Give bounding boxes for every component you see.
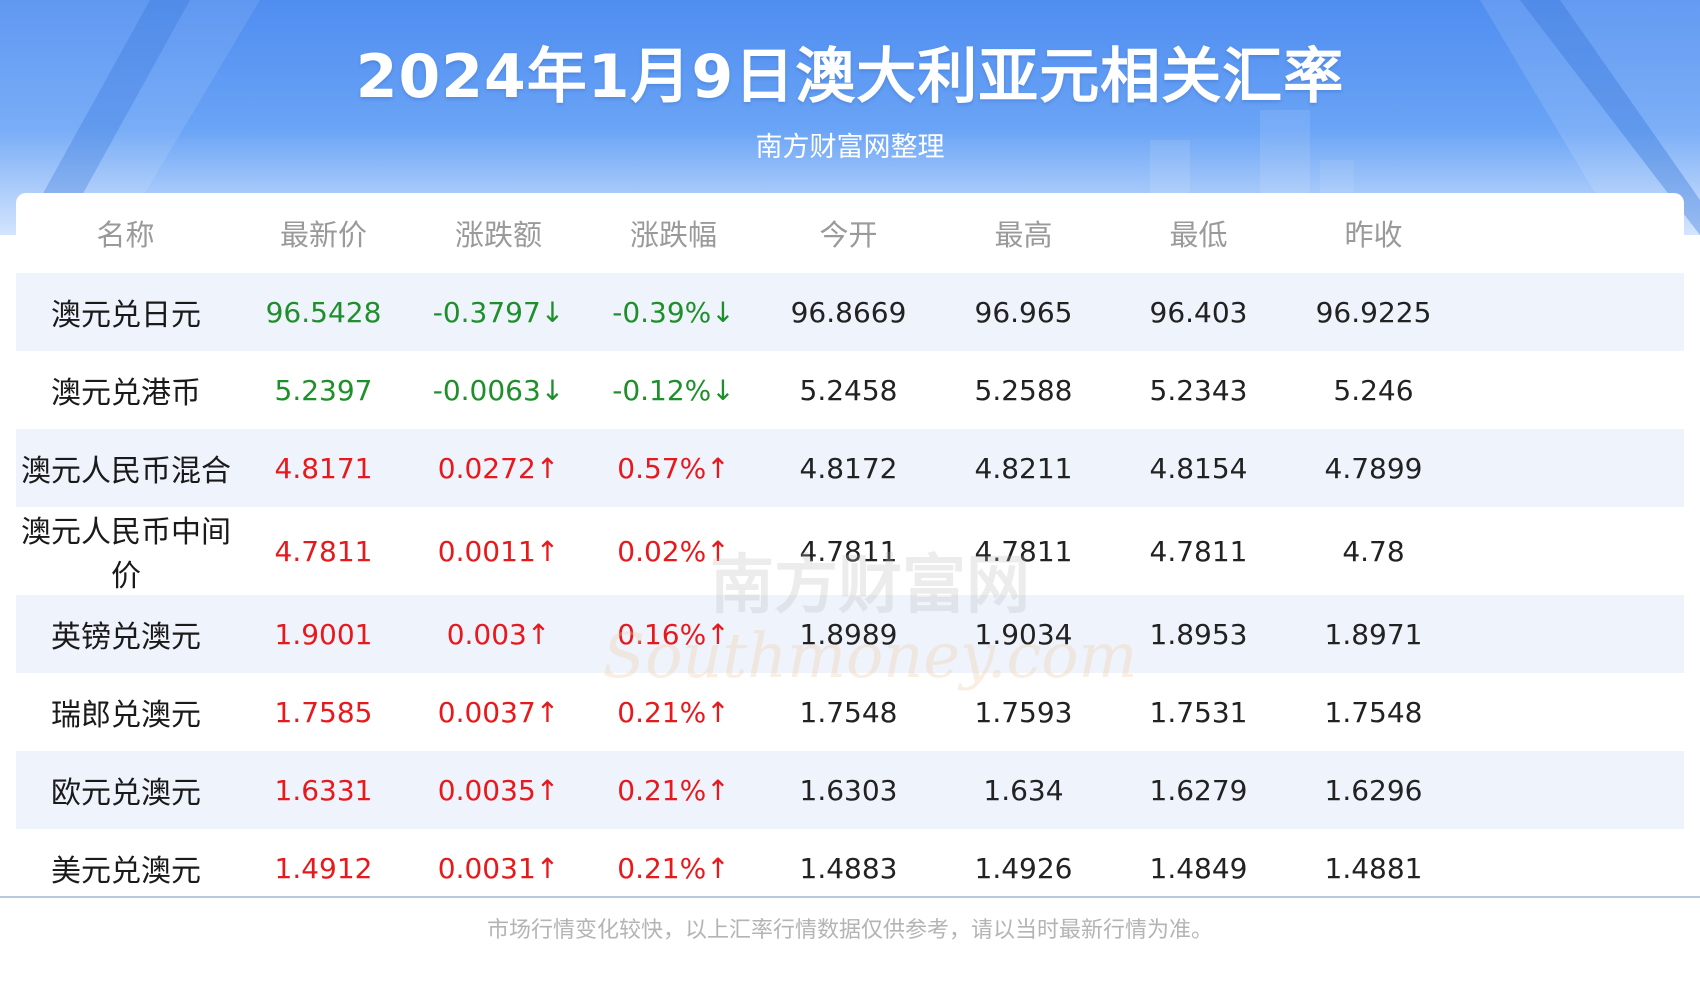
row-prev: 1.7548 bbox=[1286, 673, 1461, 751]
row-change: 0.0031↑ bbox=[411, 829, 586, 907]
col-spacer bbox=[1461, 193, 1684, 273]
col-header-low: 最低 bbox=[1169, 218, 1228, 252]
row-open: 4.8172 bbox=[761, 429, 936, 507]
row-low: 1.8953 bbox=[1111, 595, 1286, 673]
row-latest: 4.8171 bbox=[236, 429, 411, 507]
col-header-latest: 最新价 bbox=[279, 218, 367, 252]
row-open: 4.7811 bbox=[761, 507, 936, 595]
row-prev: 5.246 bbox=[1286, 351, 1461, 429]
row-pct: 0.21%↑ bbox=[586, 829, 761, 907]
row-change: 0.0272↑ bbox=[411, 429, 586, 507]
row-spacer bbox=[1461, 351, 1684, 429]
row-low: 1.6279 bbox=[1111, 751, 1286, 829]
row-prev: 1.6296 bbox=[1286, 751, 1461, 829]
row-open: 1.8989 bbox=[761, 595, 936, 673]
row-change: 0.003↑ bbox=[411, 595, 586, 673]
table-row: 澳元兑日元 96.5428 -0.3797↓ -0.39%↓ 96.8669 96.965… bbox=[16, 273, 1684, 351]
row-open: 1.6303 bbox=[761, 751, 936, 829]
row-name: 英镑兑澳元 bbox=[16, 595, 236, 673]
row-name: 澳元兑港币 bbox=[16, 351, 236, 429]
row-change: 0.0011↑ bbox=[411, 507, 586, 595]
col-header-prev: 昨收 bbox=[1344, 218, 1403, 252]
row-change: -0.0063↓ bbox=[411, 351, 586, 429]
row-latest: 1.9001 bbox=[236, 595, 411, 673]
row-spacer bbox=[1461, 429, 1684, 507]
row-latest: 1.4912 bbox=[236, 829, 411, 907]
table-row: 澳元人民币中间价 4.7811 0.0011↑ 0.02%↑ 4.7811 4.7811 4… bbox=[16, 507, 1684, 595]
row-low: 1.4849 bbox=[1111, 829, 1286, 907]
row-prev: 96.9225 bbox=[1286, 273, 1461, 351]
row-spacer bbox=[1461, 673, 1684, 751]
row-high: 1.634 bbox=[936, 751, 1111, 829]
row-low: 5.2343 bbox=[1111, 351, 1286, 429]
rates-card: 名称 最新价 涨跌额 涨跌幅 今开 最高 最低 昨收 澳元兑日元 96.5428-… bbox=[16, 193, 1684, 907]
row-open: 1.4883 bbox=[761, 829, 936, 907]
disclaimer-footnote: 市场行情变化较快，以上汇率行情数据仅供参考，请以当时最新行情为准。 bbox=[486, 918, 1213, 943]
row-high: 4.8211 bbox=[936, 429, 1111, 507]
row-name: 澳元人民币混合 bbox=[16, 429, 236, 507]
row-spacer bbox=[1461, 273, 1684, 351]
row-pct: 0.02%↑ bbox=[586, 507, 761, 595]
col-header-pct: 涨跌幅 bbox=[629, 218, 717, 252]
row-high: 5.2588 bbox=[936, 351, 1111, 429]
row-high: 1.9034 bbox=[936, 595, 1111, 673]
col-header-name: 名称 bbox=[96, 218, 155, 252]
row-pct: -0.12%↓ bbox=[586, 351, 761, 429]
rates-table: 名称 最新价 涨跌额 涨跌幅 今开 最高 最低 昨收 澳元兑日元 96.5428-… bbox=[16, 193, 1684, 907]
row-prev: 4.78 bbox=[1286, 507, 1461, 595]
row-latest: 1.7585 bbox=[236, 673, 411, 751]
row-pct: 0.57%↑ bbox=[586, 429, 761, 507]
row-spacer bbox=[1461, 595, 1684, 673]
row-latest: 5.2397 bbox=[236, 351, 411, 429]
table-row: 澳元兑港币 5.2397 -0.0063↓ -0.12%↓ 5.2458 5.2588 5.… bbox=[16, 351, 1684, 429]
row-change: -0.3797↓ bbox=[411, 273, 586, 351]
page-subtitle: 南方财富网整理 bbox=[755, 132, 945, 163]
row-prev: 4.7899 bbox=[1286, 429, 1461, 507]
row-low: 4.7811 bbox=[1111, 507, 1286, 595]
table-row: 美元兑澳元 1.4912 0.0031↑ 0.21%↑ 1.4883 1.4926 1.48… bbox=[16, 829, 1684, 907]
row-latest: 1.6331 bbox=[236, 751, 411, 829]
row-name: 欧元兑澳元 bbox=[16, 751, 236, 829]
row-pct: 0.16%↑ bbox=[586, 595, 761, 673]
row-spacer bbox=[1461, 829, 1684, 907]
row-prev: 1.4881 bbox=[1286, 829, 1461, 907]
row-name: 澳元人民币中间价 bbox=[16, 507, 236, 595]
row-high: 1.4926 bbox=[936, 829, 1111, 907]
row-open: 5.2458 bbox=[761, 351, 936, 429]
row-high: 1.7593 bbox=[936, 673, 1111, 751]
row-latest: 96.5428 bbox=[236, 273, 411, 351]
row-name: 美元兑澳元 bbox=[16, 829, 236, 907]
col-header-high: 最高 bbox=[994, 218, 1053, 252]
table-row: 瑞郎兑澳元 1.7585 0.0037↑ 0.21%↑ 1.7548 1.7593 1.75… bbox=[16, 673, 1684, 751]
row-high: 4.7811 bbox=[936, 507, 1111, 595]
row-name: 瑞郎兑澳元 bbox=[16, 673, 236, 751]
col-header-change: 涨跌额 bbox=[454, 218, 542, 252]
table-row: 欧元兑澳元 1.6331 0.0035↑ 0.21%↑ 1.6303 1.634 1.627… bbox=[16, 751, 1684, 829]
row-open: 96.8669 bbox=[761, 273, 936, 351]
row-change: 0.0035↑ bbox=[411, 751, 586, 829]
table-bottom-divider bbox=[0, 896, 1700, 898]
table-header-row: 名称 最新价 涨跌额 涨跌幅 今开 最高 最低 昨收 bbox=[16, 193, 1684, 273]
row-low: 4.8154 bbox=[1111, 429, 1286, 507]
row-spacer bbox=[1461, 507, 1684, 595]
row-low: 1.7531 bbox=[1111, 673, 1286, 751]
table-row: 英镑兑澳元 1.9001 0.003↑ 0.16%↑ 1.8989 1.9034 1.895… bbox=[16, 595, 1684, 673]
col-header-open: 今开 bbox=[819, 218, 878, 252]
row-low: 96.403 bbox=[1111, 273, 1286, 351]
row-prev: 1.8971 bbox=[1286, 595, 1461, 673]
table-row: 澳元人民币混合 4.8171 0.0272↑ 0.57%↑ 4.8172 4.8211 4.… bbox=[16, 429, 1684, 507]
page-title: 2024年1月9日澳大利亚元相关汇率 bbox=[355, 42, 1345, 112]
row-high: 96.965 bbox=[936, 273, 1111, 351]
row-pct: -0.39%↓ bbox=[586, 273, 761, 351]
row-change: 0.0037↑ bbox=[411, 673, 586, 751]
row-spacer bbox=[1461, 751, 1684, 829]
row-pct: 0.21%↑ bbox=[586, 751, 761, 829]
row-latest: 4.7811 bbox=[236, 507, 411, 595]
row-name: 澳元兑日元 bbox=[16, 273, 236, 351]
row-pct: 0.21%↑ bbox=[586, 673, 761, 751]
row-open: 1.7548 bbox=[761, 673, 936, 751]
